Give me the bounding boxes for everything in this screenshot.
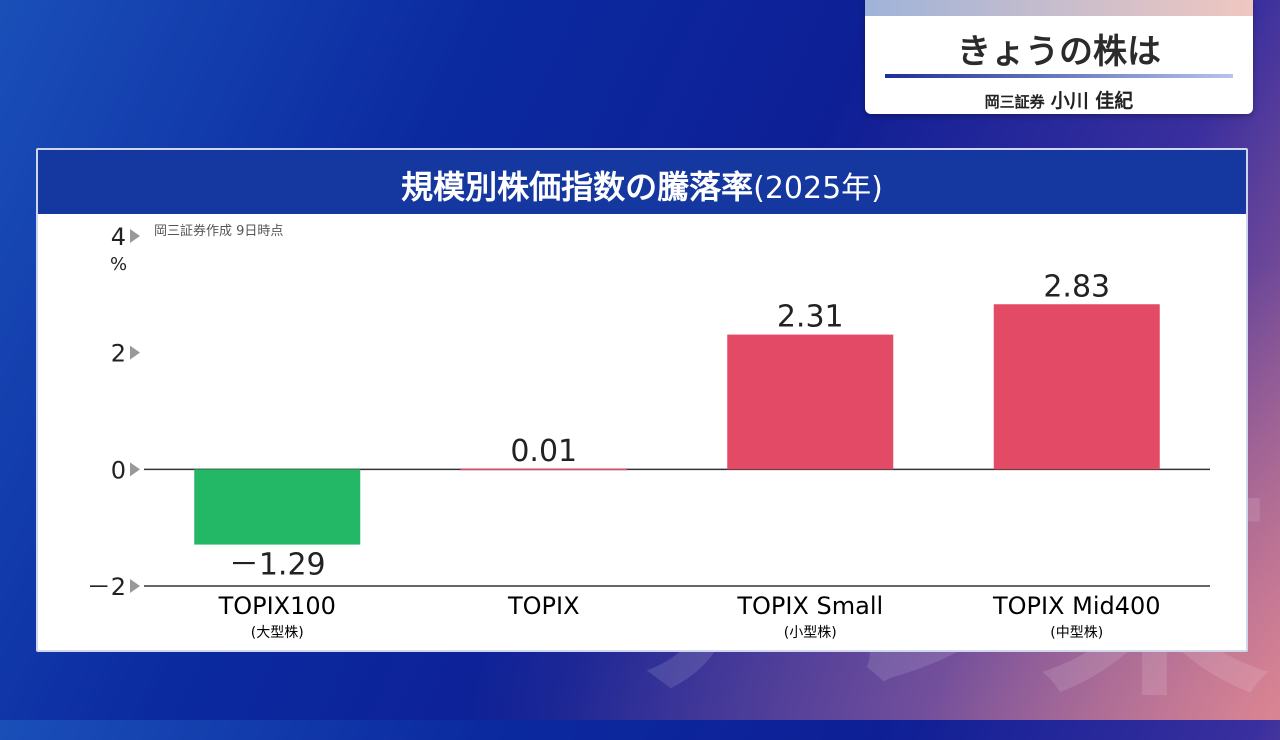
caption-title: きょうの株は (957, 32, 1161, 72)
chart-header: 規模別株価指数の騰落率(2025年) (38, 150, 1246, 214)
category-name: TOPIX Mid400 (992, 592, 1161, 620)
y-tick-label: －2 (87, 573, 126, 601)
y-unit-label: % (110, 254, 127, 275)
category-subname: (大型株) (250, 625, 304, 641)
chart-title-suffix: (2025年) (753, 171, 883, 206)
bar (993, 304, 1160, 470)
y-tick-marker (130, 229, 140, 243)
caption-card: きょうの株は 岡三証券 小川 佳紀 (865, 0, 1253, 114)
category-name: TOPIX (507, 592, 580, 620)
category-label: TOPIX100 (大型株) (157, 592, 397, 642)
chart-title: 規模別株価指数の騰落率(2025年) (38, 162, 1246, 208)
category-label: TOPIX Mid400 (中型株) (957, 592, 1197, 642)
y-tick-marker (130, 345, 140, 360)
category-name: TOPIX100 (218, 592, 336, 620)
bar (727, 334, 894, 470)
chart-title-text: 規模別株価指数の騰落率 (401, 168, 754, 206)
y-tick-label: 2 (111, 340, 126, 368)
y-tick-label: 4 (111, 223, 126, 251)
bar-value-label: －1.29 (229, 548, 326, 583)
caption-name: 小川 佳紀 (1050, 90, 1134, 112)
caption-topbar (865, 0, 1253, 16)
bar-value-label: 2.31 (777, 300, 844, 335)
bar (194, 469, 361, 545)
category-subname: (中型株) (1050, 625, 1104, 641)
bar (460, 468, 627, 471)
bar-value-label: 2.83 (1043, 269, 1110, 304)
caption-byline: 岡三証券 小川 佳紀 (865, 86, 1253, 113)
y-tick-label: 0 (111, 456, 126, 484)
caption-rule (885, 74, 1233, 78)
y-tick-marker (130, 579, 140, 593)
category-label: TOPIX (424, 592, 664, 620)
chart-panel: 規模別株価指数の騰落率(2025年) 岡三証券作成 9日時点 4 2 0 －2% －1.… (36, 148, 1248, 652)
y-tick-marker (130, 462, 140, 477)
bar-chart: 4 2 0 －2% －1.29 0.01 2.31 2.83 (87, 223, 1210, 601)
category-subname: (小型株) (783, 625, 837, 641)
category-label: TOPIX Small (小型株) (690, 592, 930, 642)
bar-value-label: 0.01 (510, 434, 577, 469)
source-note: 岡三証券作成 9日時点 (154, 224, 284, 239)
caption-affiliation: 岡三証券 (984, 93, 1045, 111)
category-name: TOPIX Small (737, 592, 884, 620)
